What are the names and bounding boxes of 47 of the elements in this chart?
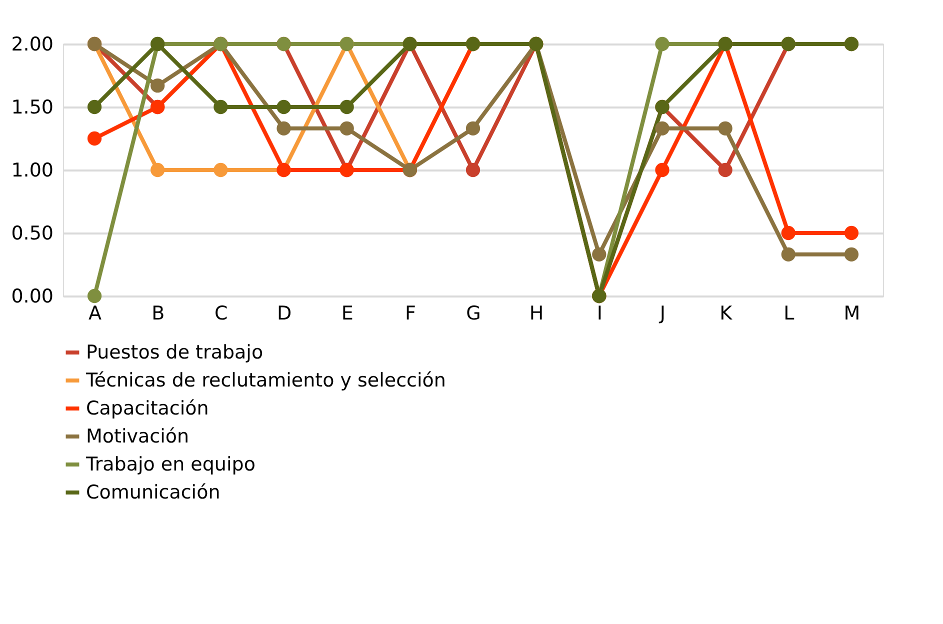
y-tick-label: 0.50 xyxy=(11,222,54,244)
point xyxy=(592,247,606,262)
x-tick-label: K xyxy=(720,302,733,324)
point xyxy=(718,121,732,136)
point xyxy=(87,288,102,304)
point xyxy=(844,247,859,262)
point xyxy=(466,121,480,136)
point xyxy=(655,121,670,136)
legend-label: Motivación xyxy=(86,426,190,448)
x-tick-label: M xyxy=(844,302,860,324)
legend-label: Trabajo en equipo xyxy=(85,454,256,476)
x-tick-label: C xyxy=(214,302,228,324)
point xyxy=(276,121,291,136)
point xyxy=(150,162,165,178)
legend-label: Comunicación xyxy=(86,482,220,504)
point xyxy=(340,100,354,114)
point xyxy=(718,162,732,178)
point xyxy=(214,100,228,114)
point xyxy=(655,36,670,52)
point xyxy=(340,121,354,136)
y-tick-label: 2.00 xyxy=(11,34,54,56)
point xyxy=(781,226,796,240)
legend-label: Puestos de trabajo xyxy=(86,342,264,364)
y-tick-label: 1.00 xyxy=(11,160,54,182)
x-tick-label: H xyxy=(529,302,544,324)
y-tick-label: 0.00 xyxy=(11,286,54,308)
point xyxy=(844,226,859,240)
point xyxy=(781,247,796,262)
point xyxy=(214,162,228,178)
point xyxy=(87,131,102,146)
x-tick-label: D xyxy=(276,302,292,324)
point xyxy=(276,100,291,114)
x-tick-label: B xyxy=(152,302,165,324)
point xyxy=(655,162,670,178)
x-tick-label: E xyxy=(341,302,354,324)
point xyxy=(466,162,480,178)
x-tick-label: L xyxy=(784,302,795,324)
point xyxy=(150,78,165,93)
x-tick-label: J xyxy=(658,302,666,324)
legend-label: Técnicas de reclutamiento y selección xyxy=(85,370,446,392)
x-tick-label: I xyxy=(596,302,602,324)
x-tick-label: G xyxy=(466,302,481,324)
y-tick-label: 1.50 xyxy=(11,96,54,118)
x-tick-label: F xyxy=(404,302,416,324)
x-tick-label: A xyxy=(88,302,102,324)
legend-label: Capacitación xyxy=(86,398,209,420)
point xyxy=(87,100,102,114)
